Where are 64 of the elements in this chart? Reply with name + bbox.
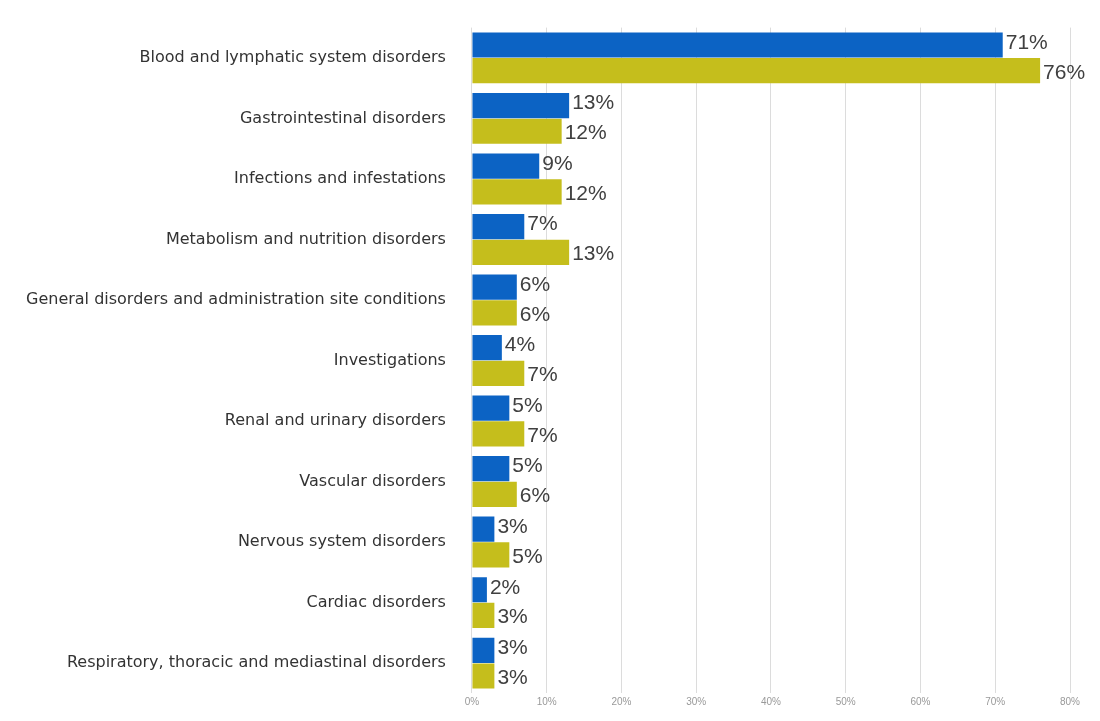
bar xyxy=(472,542,510,568)
x-tick-label: 20% xyxy=(611,696,632,708)
data-label: 9% xyxy=(542,150,573,174)
y-tick-label: Renal and urinary disorders xyxy=(224,410,446,430)
bar xyxy=(472,118,562,144)
data-label: 6% xyxy=(519,271,551,295)
data-label: 12% xyxy=(564,180,607,204)
data-label: 5% xyxy=(512,543,543,567)
data-label: 12% xyxy=(564,120,607,144)
data-label: 6% xyxy=(519,483,551,507)
bar xyxy=(472,300,517,326)
bar xyxy=(472,239,570,265)
data-label: 13% xyxy=(572,90,615,114)
bar xyxy=(472,663,495,689)
bar xyxy=(472,516,495,542)
bar xyxy=(472,32,1003,58)
bar xyxy=(472,335,502,361)
x-tick-label: 0% xyxy=(464,696,480,708)
bar xyxy=(472,179,562,205)
y-tick-label: Gastrointestinal disorders xyxy=(239,107,446,127)
data-label: 4% xyxy=(504,332,536,356)
bar xyxy=(472,421,525,447)
x-tick-label: 50% xyxy=(835,696,856,708)
data-label: 3% xyxy=(497,664,528,688)
y-tick-label: General disorders and administration site conditions xyxy=(26,289,446,309)
x-tick-label: 80% xyxy=(1059,696,1081,708)
bar xyxy=(472,58,1041,84)
x-tick-label: 70% xyxy=(985,696,1006,708)
x-tick-label: 60% xyxy=(910,696,931,708)
y-tick-label: Cardiac disorders xyxy=(306,591,446,611)
data-label: 13% xyxy=(572,241,615,265)
bar xyxy=(472,456,510,482)
data-label: 5% xyxy=(512,453,543,477)
data-label: 3% xyxy=(497,635,528,659)
data-label: 7% xyxy=(527,362,558,386)
bar xyxy=(472,92,570,119)
data-label: 7% xyxy=(527,211,558,235)
bar xyxy=(472,395,510,421)
data-label: 6% xyxy=(519,301,551,325)
data-label: 7% xyxy=(527,422,558,446)
data-label: 76% xyxy=(1043,59,1086,83)
y-tick-label: Blood and lymphatic system disorders xyxy=(139,47,446,67)
data-label: 5% xyxy=(512,392,543,416)
bar xyxy=(472,213,525,240)
data-label: 3% xyxy=(497,604,528,628)
y-tick-label: Respiratory, thoracic and mediastinal disorders xyxy=(66,652,446,672)
y-tick-label: Investigations xyxy=(333,349,446,369)
y-tick-label: Nervous system disorders xyxy=(237,531,446,551)
data-label: 71% xyxy=(1005,29,1048,53)
bar xyxy=(472,153,540,179)
data-label: 3% xyxy=(497,514,528,538)
data-label: 2% xyxy=(489,574,521,598)
bar xyxy=(472,602,495,629)
bar xyxy=(472,577,487,603)
y-tick-label: Vascular disorders xyxy=(299,470,446,490)
x-tick-label: 40% xyxy=(760,696,782,708)
x-tick-label: 30% xyxy=(686,696,707,708)
bar xyxy=(472,481,517,508)
bar xyxy=(472,637,495,663)
y-tick-label: Metabolism and nutrition disorders xyxy=(165,228,446,248)
y-tick-label: Infections and infestations xyxy=(234,168,446,188)
x-tick-label: 10% xyxy=(536,696,557,708)
bar xyxy=(472,274,517,300)
bar xyxy=(472,360,525,386)
